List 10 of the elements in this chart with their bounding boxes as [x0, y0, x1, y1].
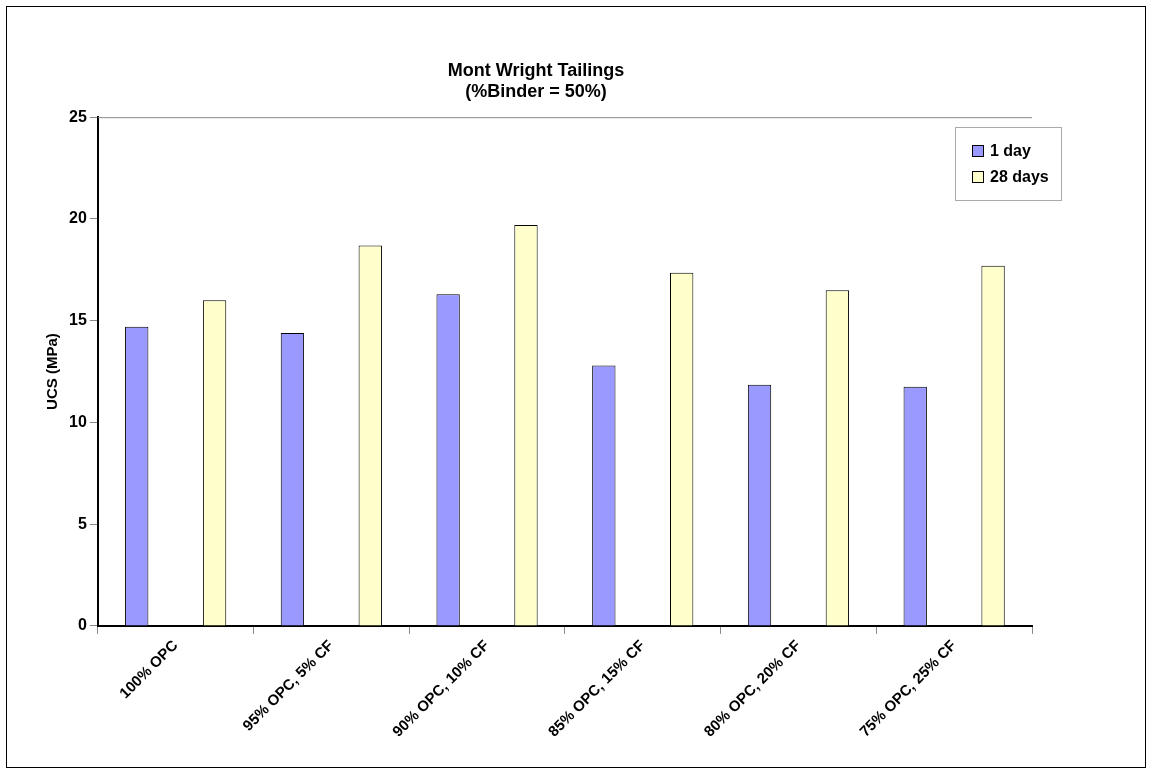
y-tick-label: 10	[69, 412, 87, 430]
legend-label: 1 day	[990, 142, 1031, 161]
y-tick-label: 5	[77, 514, 87, 532]
chart-title: Mont Wright Tailings (%Binder = 50%)	[447, 59, 625, 102]
y-axis-title: UCS (MPa)	[43, 333, 61, 410]
y-tick-label: 15	[69, 311, 87, 329]
y-tick-label: 0	[77, 616, 87, 634]
y-tick-label: 25	[69, 107, 87, 125]
y-tick-label: 20	[69, 209, 87, 227]
legend-label: 28 days	[990, 168, 1049, 187]
